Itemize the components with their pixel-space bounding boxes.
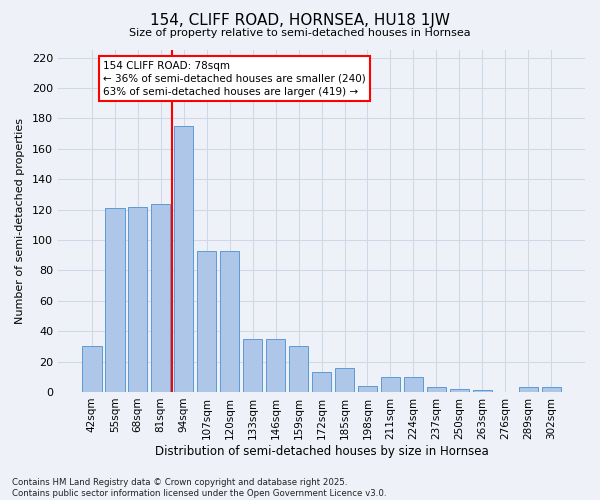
Bar (105, 208, 125, 392)
Text: Size of property relative to semi-detached houses in Hornsea: Size of property relative to semi-detach… (129, 28, 471, 38)
Text: 154, CLIFF ROAD, HORNSEA, HU18 1JW: 154, CLIFF ROAD, HORNSEA, HU18 1JW (150, 12, 450, 28)
X-axis label: Distribution of semi-detached houses by size in Hornsea: Distribution of semi-detached houses by … (155, 444, 488, 458)
Bar (449, 389, 469, 392)
Bar (380, 377, 400, 392)
Bar (289, 346, 308, 392)
Bar (243, 339, 262, 392)
Bar (151, 204, 170, 392)
Text: Contains HM Land Registry data © Crown copyright and database right 2025.
Contai: Contains HM Land Registry data © Crown c… (12, 478, 386, 498)
Bar (335, 368, 354, 392)
Bar (473, 390, 492, 392)
Bar (197, 250, 217, 392)
Bar (266, 339, 286, 392)
Bar (518, 388, 538, 392)
Bar (404, 377, 423, 392)
Bar (312, 372, 331, 392)
Bar (358, 386, 377, 392)
Bar (128, 206, 148, 392)
Bar (82, 346, 101, 392)
Y-axis label: Number of semi-detached properties: Number of semi-detached properties (15, 118, 25, 324)
Text: 154 CLIFF ROAD: 78sqm
← 36% of semi-detached houses are smaller (240)
63% of sem: 154 CLIFF ROAD: 78sqm ← 36% of semi-deta… (103, 60, 366, 97)
Bar (542, 388, 561, 392)
Bar (427, 388, 446, 392)
Bar (220, 250, 239, 392)
Bar (174, 126, 193, 392)
